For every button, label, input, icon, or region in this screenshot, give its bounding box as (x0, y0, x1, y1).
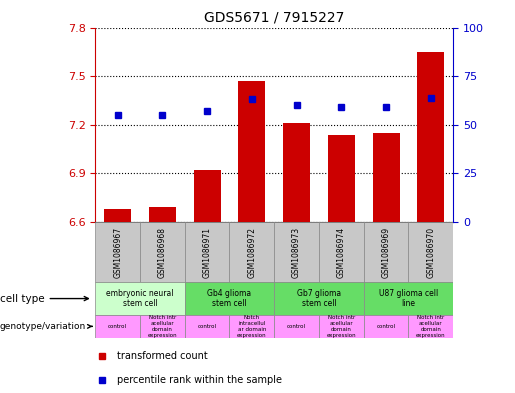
Bar (328, 134, 355, 222)
Bar (373, 133, 400, 222)
Bar (185, 315, 230, 338)
Text: U87 glioma cell
line: U87 glioma cell line (379, 289, 438, 308)
Bar (364, 315, 408, 338)
Title: GDS5671 / 7915227: GDS5671 / 7915227 (204, 11, 345, 25)
Bar (238, 81, 265, 222)
Bar (319, 222, 364, 282)
Bar (319, 315, 364, 338)
Text: GSM1086967: GSM1086967 (113, 227, 122, 278)
Text: GSM1086968: GSM1086968 (158, 227, 167, 278)
Text: GSM1086969: GSM1086969 (382, 227, 390, 278)
Text: Notch intr
acellular
domain
expression: Notch intr acellular domain expression (327, 315, 356, 338)
Bar (274, 222, 319, 282)
Bar (185, 282, 274, 315)
Text: control: control (287, 324, 306, 329)
Text: genotype/variation: genotype/variation (0, 322, 92, 331)
Bar (230, 222, 274, 282)
Text: Gb7 glioma
stem cell: Gb7 glioma stem cell (297, 289, 341, 308)
Bar (417, 52, 444, 222)
Text: GSM1086974: GSM1086974 (337, 227, 346, 278)
Text: embryonic neural
stem cell: embryonic neural stem cell (106, 289, 174, 308)
Text: control: control (108, 324, 127, 329)
Text: Notch intr
acellular
domain
expression: Notch intr acellular domain expression (148, 315, 177, 338)
Bar (194, 170, 220, 222)
Text: control: control (198, 324, 217, 329)
Text: Notch
intracellul
ar domain
expression: Notch intracellul ar domain expression (237, 315, 267, 338)
Bar (149, 208, 176, 222)
Bar (274, 315, 319, 338)
Text: GSM1086972: GSM1086972 (247, 227, 256, 278)
Text: GSM1086973: GSM1086973 (292, 227, 301, 278)
Bar (95, 222, 140, 282)
Bar (95, 315, 140, 338)
Text: GSM1086970: GSM1086970 (426, 227, 435, 278)
Bar (140, 222, 185, 282)
Bar (274, 282, 364, 315)
Bar (408, 222, 453, 282)
Bar (364, 222, 408, 282)
Bar (283, 123, 310, 222)
Text: cell type: cell type (0, 294, 89, 303)
Bar (185, 222, 230, 282)
Text: percentile rank within the sample: percentile rank within the sample (117, 375, 282, 385)
Bar (364, 282, 453, 315)
Bar (408, 315, 453, 338)
Bar (140, 315, 185, 338)
Text: GSM1086971: GSM1086971 (202, 227, 212, 278)
Text: Gb4 glioma
stem cell: Gb4 glioma stem cell (208, 289, 251, 308)
Bar (230, 315, 274, 338)
Text: Notch intr
acellular
domain
expression: Notch intr acellular domain expression (416, 315, 445, 338)
Bar (95, 282, 185, 315)
Bar (104, 209, 131, 222)
Text: transformed count: transformed count (117, 351, 208, 361)
Text: control: control (376, 324, 396, 329)
